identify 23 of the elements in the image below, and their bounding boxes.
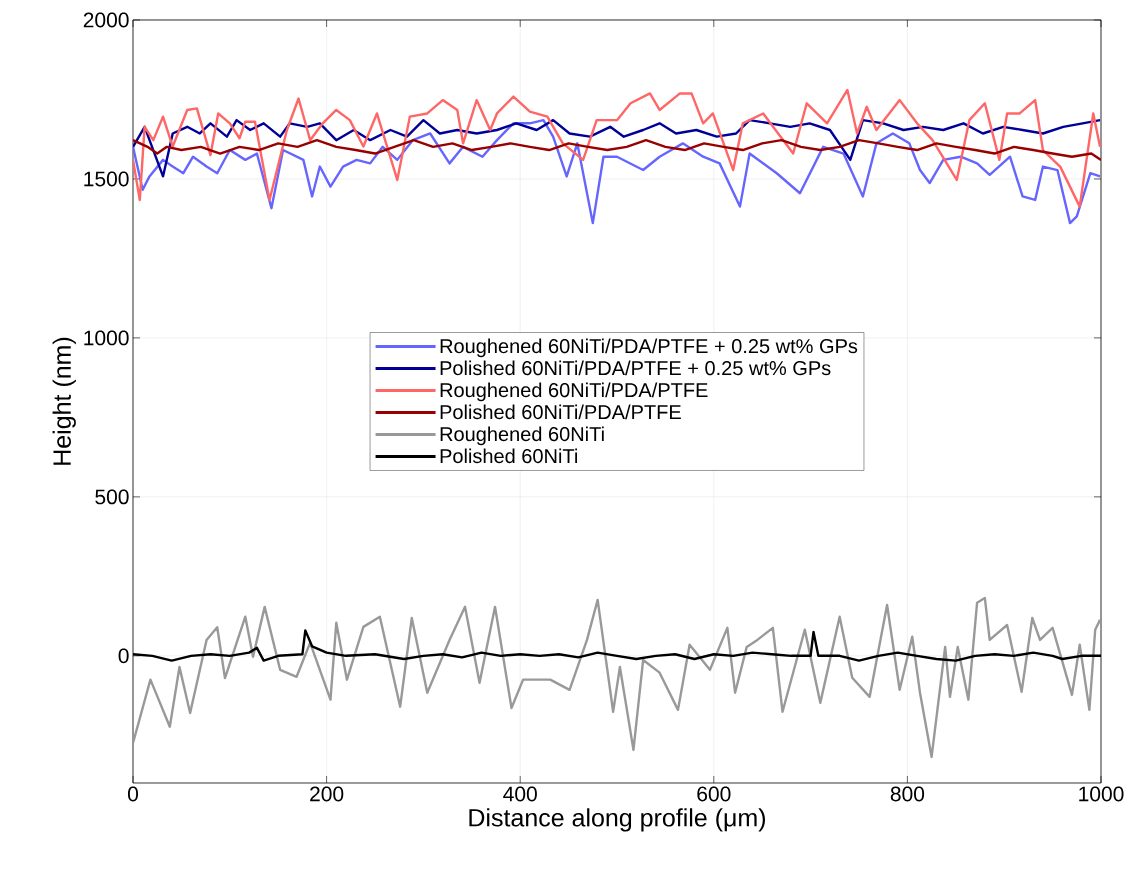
y-tick-label: 1500 bbox=[84, 171, 129, 187]
y-tick-label: 0 bbox=[118, 648, 129, 664]
y-tick-label: 500 bbox=[95, 489, 129, 505]
y-axis-title: Height (nm) bbox=[52, 337, 76, 465]
x-axis-title: Distance along profile (μm) bbox=[469, 808, 766, 832]
x-tick-label: 0 bbox=[127, 786, 139, 802]
legend-label: Roughened 60NiTi/PDA/PTFE + 0.25 wt% GPs bbox=[440, 338, 858, 358]
line-series bbox=[133, 118, 1101, 225]
x-tick-label: 200 bbox=[310, 786, 344, 802]
legend-label: Polished 60NiTi bbox=[440, 448, 578, 464]
line-series bbox=[133, 88, 1101, 208]
x-tick-label: 600 bbox=[697, 786, 731, 802]
y-tick-label: 2000 bbox=[83, 12, 129, 28]
line-series bbox=[133, 596, 1101, 759]
x-tick-label: 1000 bbox=[1079, 786, 1124, 802]
legend-label: Polished 60NiTi/PDA/PTFE + 0.25 wt% GPs bbox=[440, 360, 831, 376]
legend-label: Polished 60NiTi/PDA/PTFE bbox=[440, 404, 681, 420]
x-tick-label: 800 bbox=[890, 786, 925, 802]
y-tick-label: 1000 bbox=[84, 330, 129, 346]
x-tick-label: 400 bbox=[503, 786, 537, 802]
legend-label: Roughened 60NiTi/PDA/PTFE bbox=[440, 382, 708, 402]
line-series bbox=[133, 118, 1101, 178]
legend-label: Roughened 60NiTi bbox=[440, 426, 604, 446]
